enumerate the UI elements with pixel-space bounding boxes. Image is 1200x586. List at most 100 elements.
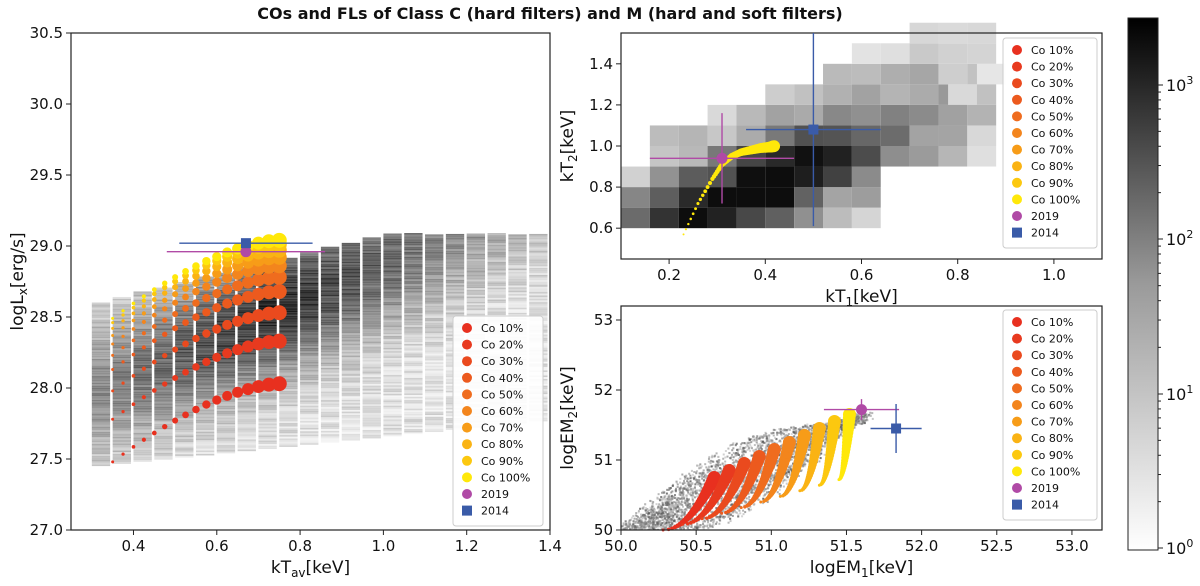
legend-label: Co 30% bbox=[481, 355, 523, 368]
x-tick-label: 1.0 bbox=[371, 537, 395, 555]
track-point-Co90 bbox=[131, 305, 136, 310]
legend-label: Co 30% bbox=[1031, 77, 1073, 90]
legend-marker bbox=[1012, 177, 1022, 188]
panel3-axes: 50.0 50.5 51.0 51.5 52.0 52.5 53.0 50 51 52 53 logE… bbox=[558, 305, 1103, 580]
track-point-Co70 bbox=[192, 279, 200, 287]
legend-marker bbox=[1012, 416, 1022, 427]
point-2019 bbox=[716, 152, 728, 164]
track-point-Co30 bbox=[222, 319, 233, 330]
track-point-Co80 bbox=[111, 326, 115, 330]
x-tick-label: 51.0 bbox=[755, 537, 788, 555]
track-point-Co80 bbox=[192, 272, 200, 280]
legend-label: Co 90% bbox=[481, 455, 523, 468]
legend-marker bbox=[1012, 128, 1022, 138]
track-point-Co40 bbox=[192, 313, 200, 321]
track-point-Co50 bbox=[121, 346, 125, 350]
panel3-tracks bbox=[661, 408, 856, 532]
legend-marker bbox=[1012, 78, 1022, 89]
legend-label: Co 70% bbox=[481, 422, 523, 435]
legend-marker bbox=[1012, 194, 1022, 205]
legend-label: Co 10% bbox=[481, 322, 523, 335]
legend-label: Co 90% bbox=[1031, 177, 1073, 190]
panel3-epochs bbox=[823, 399, 922, 453]
track-point-Co50 bbox=[131, 338, 136, 343]
panel3-frame bbox=[620, 305, 1103, 531]
track-point-Co10 bbox=[162, 423, 168, 430]
track-point-Co100 bbox=[182, 268, 189, 275]
track-point-Co10 bbox=[141, 437, 146, 442]
legend-label: Co 80% bbox=[1031, 160, 1073, 173]
x-tick-label: 51.5 bbox=[830, 537, 863, 555]
track-point-Co50 bbox=[202, 293, 211, 303]
legend-label: 2014 bbox=[1031, 499, 1059, 512]
y-tick-label: 53 bbox=[594, 311, 613, 329]
track-point-Co30 bbox=[141, 366, 146, 371]
track-point-Co20 bbox=[172, 374, 179, 381]
point-2014 bbox=[891, 423, 902, 434]
legend-marker bbox=[1012, 466, 1022, 477]
legend-frame bbox=[1002, 309, 1098, 521]
legend-marker bbox=[462, 406, 472, 416]
x-tick-label: 53.0 bbox=[1055, 537, 1088, 555]
track-point-Co70 bbox=[182, 285, 189, 292]
track-point-Co100 bbox=[141, 294, 146, 299]
track-point-Co40 bbox=[251, 287, 265, 301]
legend-label: Co 50% bbox=[1031, 110, 1073, 123]
track-point-Co30 bbox=[162, 352, 168, 359]
track-point-Co100 bbox=[172, 274, 179, 281]
colorbar-tick-label: 103 bbox=[1166, 74, 1193, 95]
track-point-Co40 bbox=[202, 308, 211, 317]
colorbar-gradient bbox=[1127, 17, 1159, 551]
legend-marker bbox=[1012, 333, 1022, 344]
em-track-point-Co20 bbox=[722, 464, 736, 477]
legend-label: Co 30% bbox=[1031, 349, 1073, 362]
x-axis-label: logEM1[keV] bbox=[810, 558, 914, 580]
panel2-axes: 0.2 0.4 0.6 0.8 1.0 0.6 0.8 1.0 1.2 1.4 kT1[keV] kT… bbox=[558, 32, 1103, 309]
track-point-Co10 bbox=[222, 390, 233, 401]
legend-label: Co 50% bbox=[481, 388, 523, 401]
colorbar-tick-label: 101 bbox=[1166, 383, 1193, 404]
track-point-Co70 bbox=[121, 326, 125, 330]
track-point-Co10 bbox=[131, 444, 136, 449]
track-point-Co20 bbox=[271, 333, 287, 349]
colorbar-tick-label: 100 bbox=[1166, 537, 1193, 558]
track-point-Co100 bbox=[121, 309, 125, 313]
track-point-Co100 bbox=[222, 247, 233, 258]
legend-marker bbox=[462, 356, 472, 367]
track-point-Co90 bbox=[151, 291, 157, 297]
track-point-Co50 bbox=[172, 311, 179, 318]
legend-label: 2019 bbox=[1031, 482, 1059, 495]
panel2-legend: Co 10% Co 20% Co 30% Co 40% Co 50% Co 60% Co 7… bbox=[1002, 37, 1098, 249]
legend-label: Co 100% bbox=[481, 471, 530, 484]
legend-marker bbox=[1012, 433, 1022, 444]
y-tick-label: 1.4 bbox=[589, 55, 613, 73]
track-point-Co30 bbox=[131, 373, 136, 378]
track-point-Co40 bbox=[141, 345, 146, 350]
track-point-Co10 bbox=[202, 400, 211, 409]
track-point-Co100 bbox=[212, 251, 222, 262]
legend-frame bbox=[1002, 37, 1098, 249]
track-point-Co40 bbox=[131, 352, 136, 357]
legend-label: 2014 bbox=[1031, 227, 1059, 240]
track-point-Co50 bbox=[111, 353, 115, 357]
panel1-axes: 0.4 0.6 0.8 1.0 1.2 1.4 27.0 27.5 28.0 28.5 29.0 29… bbox=[8, 24, 562, 580]
track-point-Co70 bbox=[202, 273, 211, 283]
track-point-Co50 bbox=[232, 280, 244, 292]
legend-marker bbox=[1012, 61, 1022, 72]
em-track-point-Co90 bbox=[827, 415, 841, 428]
track-point-Co20 bbox=[141, 395, 146, 400]
track-point-Co50 bbox=[242, 276, 255, 289]
track-point-Co20 bbox=[251, 337, 265, 351]
legend-label: Co 40% bbox=[1031, 366, 1073, 379]
track-point-Co50 bbox=[151, 324, 157, 329]
point-2014 bbox=[808, 124, 819, 135]
y-tick-label: 30.0 bbox=[30, 95, 63, 113]
y-tick-label: 1.2 bbox=[589, 96, 613, 114]
em-track-point-Co40 bbox=[720, 511, 724, 515]
track-point-Co40 bbox=[232, 294, 244, 306]
legend-marker bbox=[1012, 499, 1022, 510]
panel2-epochs bbox=[649, 33, 881, 227]
track-point-Co40 bbox=[212, 303, 222, 313]
legend-marker bbox=[462, 505, 472, 516]
track-point-Co40 bbox=[172, 325, 179, 332]
